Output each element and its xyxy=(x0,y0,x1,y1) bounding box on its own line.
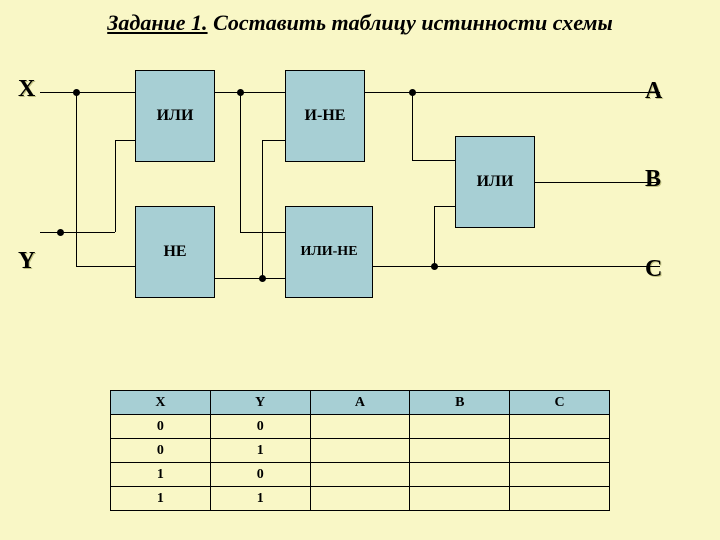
table-cell: 0 xyxy=(210,415,310,439)
wire xyxy=(412,160,455,161)
table-cell xyxy=(310,415,410,439)
wire xyxy=(115,140,135,141)
input-y-label: Y xyxy=(18,248,35,275)
table-row: 01 xyxy=(111,439,610,463)
table-header-cell: B xyxy=(410,391,510,415)
wire xyxy=(115,140,116,232)
table-cell: 0 xyxy=(111,439,211,463)
table-cell: 0 xyxy=(210,463,310,487)
wire xyxy=(215,92,285,93)
wire xyxy=(262,140,263,278)
gate-not: НЕ xyxy=(135,206,215,298)
wire xyxy=(76,266,135,267)
wire xyxy=(373,266,660,267)
table-cell xyxy=(310,463,410,487)
table-cell xyxy=(410,463,510,487)
wire xyxy=(535,182,660,183)
table-header-cell: C xyxy=(510,391,610,415)
table-header-cell: Y xyxy=(210,391,310,415)
page-title: Задание 1. Составить таблицу истинности … xyxy=(0,10,720,36)
input-x-label: X xyxy=(18,76,35,103)
wire xyxy=(240,92,241,232)
circuit-stage: X Y A B C ИЛИ И-НЕ НЕ ИЛИ-НЕ ИЛИ xyxy=(40,56,660,336)
gate-or-2: ИЛИ xyxy=(455,136,535,228)
table-cell xyxy=(310,439,410,463)
truth-table-wrap: XYABC 00011011 xyxy=(110,390,610,511)
table-cell xyxy=(410,487,510,511)
table-row: 10 xyxy=(111,463,610,487)
table-cell xyxy=(510,439,610,463)
wire xyxy=(262,140,285,141)
table-cell: 1 xyxy=(111,487,211,511)
wire xyxy=(76,92,77,266)
output-c-label: C xyxy=(645,256,662,283)
gate-or-1: ИЛИ xyxy=(135,70,215,162)
wire xyxy=(434,206,435,266)
table-cell xyxy=(410,415,510,439)
gate-nor: ИЛИ-НЕ xyxy=(285,206,373,298)
table-header-cell: X xyxy=(111,391,211,415)
truth-table: XYABC 00011011 xyxy=(110,390,610,511)
table-cell: 0 xyxy=(111,415,211,439)
table-cell: 1 xyxy=(210,487,310,511)
table-cell xyxy=(310,487,410,511)
table-row: 00 xyxy=(111,415,610,439)
wire xyxy=(40,232,115,233)
output-b-label: B xyxy=(645,166,661,193)
wire xyxy=(434,206,455,207)
table-header-cell: A xyxy=(310,391,410,415)
wire xyxy=(215,278,285,279)
table-cell xyxy=(410,439,510,463)
table-cell xyxy=(510,487,610,511)
wire xyxy=(40,92,135,93)
junction xyxy=(57,229,64,236)
title-label: Задание 1. xyxy=(107,10,207,35)
table-cell xyxy=(510,415,610,439)
table-cell xyxy=(510,463,610,487)
table-cell: 1 xyxy=(111,463,211,487)
title-rest: Составить таблицу истинности схемы xyxy=(208,10,613,35)
gate-nand: И-НЕ xyxy=(285,70,365,162)
table-cell: 1 xyxy=(210,439,310,463)
wire xyxy=(412,92,413,160)
table-row: 11 xyxy=(111,487,610,511)
